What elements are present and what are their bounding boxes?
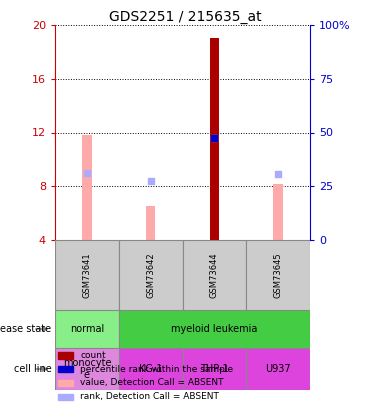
Text: percentile rank within the sample: percentile rank within the sample (81, 364, 233, 373)
Text: cell line: cell line (14, 364, 51, 374)
Bar (209, 38, 219, 240)
Text: GSM73641: GSM73641 (83, 252, 91, 298)
Text: KG-1: KG-1 (139, 364, 162, 374)
Text: GSM73642: GSM73642 (146, 252, 155, 298)
Bar (58, 379, 73, 386)
Bar (58, 366, 73, 373)
Text: THP-1: THP-1 (200, 364, 229, 374)
Text: disease state: disease state (0, 324, 51, 334)
Bar (119, 310, 310, 348)
Text: monocyte
e: monocyte e (63, 358, 111, 380)
Text: GDS2251 / 215635_at: GDS2251 / 215635_at (109, 10, 261, 24)
Text: GSM73645: GSM73645 (274, 252, 283, 298)
Bar (82, 135, 92, 240)
Text: myeloid leukemia: myeloid leukemia (171, 324, 258, 334)
Bar (55, 348, 119, 390)
Bar (246, 240, 310, 310)
Bar (58, 352, 73, 358)
Bar (119, 240, 182, 310)
Bar (273, 183, 283, 240)
Text: rank, Detection Call = ABSENT: rank, Detection Call = ABSENT (81, 392, 219, 401)
Bar (246, 348, 310, 390)
Text: GSM73644: GSM73644 (210, 252, 219, 298)
Text: normal: normal (70, 324, 104, 334)
Bar (146, 207, 155, 240)
Bar (55, 310, 119, 348)
Bar (182, 348, 246, 390)
Text: U937: U937 (265, 364, 291, 374)
Bar (55, 240, 119, 310)
Bar (119, 348, 182, 390)
Text: value, Detection Call = ABSENT: value, Detection Call = ABSENT (81, 378, 224, 388)
Bar (182, 240, 246, 310)
Text: count: count (81, 351, 106, 360)
Bar (209, 38, 219, 240)
Bar (58, 394, 73, 400)
